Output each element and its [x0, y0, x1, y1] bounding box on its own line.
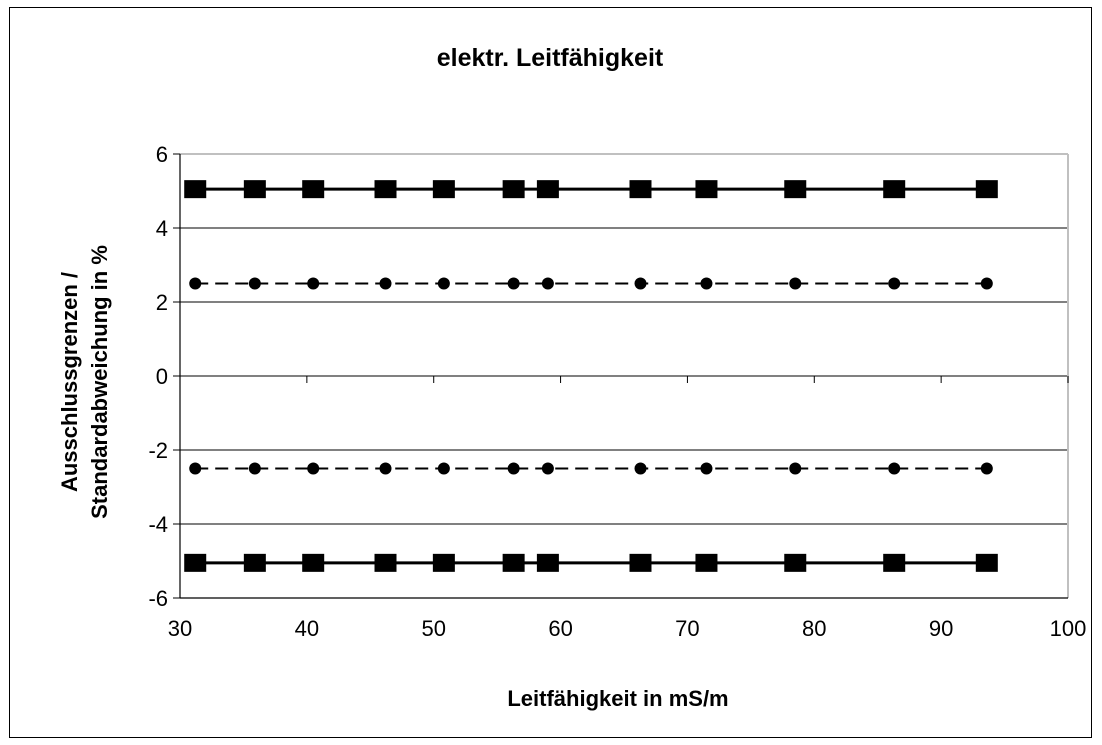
y-tick-label: -2: [148, 438, 168, 463]
data-point-circle: [888, 462, 901, 475]
data-point-square: [784, 553, 807, 572]
x-tick-label: 90: [929, 616, 953, 641]
data-point-square: [536, 553, 559, 572]
data-point-square: [784, 180, 807, 199]
y-tick-label: 0: [156, 364, 168, 389]
x-tick-label: 60: [548, 616, 572, 641]
data-point-circle: [307, 277, 320, 290]
data-point-circle: [980, 277, 993, 290]
data-point-circle: [248, 462, 261, 475]
data-point-circle: [700, 462, 713, 475]
data-point-circle: [789, 462, 802, 475]
chart-title: elektr. Leitfähigkeit: [437, 44, 664, 72]
data-point-circle: [307, 462, 320, 475]
data-point-square: [975, 553, 998, 572]
y-tick-label: -4: [148, 512, 168, 537]
y-tick-label: -6: [148, 586, 168, 611]
data-point-square: [629, 553, 652, 572]
x-tick-label: 70: [675, 616, 699, 641]
data-point-square: [883, 180, 906, 199]
data-point-square: [536, 180, 559, 199]
data-point-square: [883, 553, 906, 572]
x-tick-label: 30: [168, 616, 192, 641]
data-point-square: [374, 553, 397, 572]
data-point-circle: [789, 277, 802, 290]
data-point-circle: [379, 462, 392, 475]
x-tick-label: 80: [802, 616, 826, 641]
data-point-square: [302, 553, 325, 572]
data-point-circle: [437, 277, 450, 290]
data-point-square: [975, 180, 998, 199]
data-point-circle: [888, 277, 901, 290]
data-point-circle: [507, 277, 520, 290]
chart-frame: elektr. Leitfähigkeit -6 -4 -2 0 2 4 6 30 40 50 60…: [9, 7, 1092, 738]
data-point-square: [302, 180, 325, 199]
data-point-square: [432, 553, 455, 572]
gridlines: [180, 227, 1068, 525]
data-point-square: [695, 553, 718, 572]
data-point-square: [243, 180, 266, 199]
data-point-circle: [379, 277, 392, 290]
data-point-square: [502, 180, 525, 199]
tick-labels: -6 -4 -2 0 2 4 6 30 40 50 60 70 80 90 100: [148, 142, 1086, 641]
data-point-circle: [634, 462, 647, 475]
y-tick-label: 2: [156, 290, 168, 315]
series-group: [184, 180, 998, 572]
data-point-circle: [437, 462, 450, 475]
data-point-circle: [541, 277, 554, 290]
data-point-square: [184, 553, 207, 572]
y-tick-label: 6: [156, 142, 168, 167]
data-point-circle: [980, 462, 993, 475]
y-axis-label-line-1: Ausschlussgrenzen /: [57, 272, 82, 492]
data-point-circle: [634, 277, 647, 290]
data-point-circle: [248, 277, 261, 290]
axes: [173, 153, 1069, 599]
data-point-square: [502, 553, 525, 572]
data-point-circle: [507, 462, 520, 475]
data-point-circle: [189, 462, 202, 475]
data-point-square: [432, 180, 455, 199]
data-point-square: [243, 553, 266, 572]
data-point-square: [184, 180, 207, 199]
data-point-square: [629, 180, 652, 199]
data-point-circle: [541, 462, 554, 475]
data-point-square: [695, 180, 718, 199]
x-axis-label: Leitfähigkeit in mS/m: [507, 686, 728, 711]
y-axis-label: Ausschlussgrenzen / Standardabweichung i…: [57, 245, 112, 519]
line-chart: elektr. Leitfähigkeit -6 -4 -2 0 2 4 6 30 40 50 60…: [57, 44, 1086, 711]
data-point-circle: [700, 277, 713, 290]
x-tick-label: 100: [1050, 616, 1087, 641]
x-tick-label: 50: [421, 616, 445, 641]
data-point-circle: [189, 277, 202, 290]
x-tick-label: 40: [295, 616, 319, 641]
y-tick-label: 4: [156, 216, 168, 241]
y-axis-label-line-2: Standardabweichung in %: [87, 245, 112, 519]
data-point-square: [374, 180, 397, 199]
